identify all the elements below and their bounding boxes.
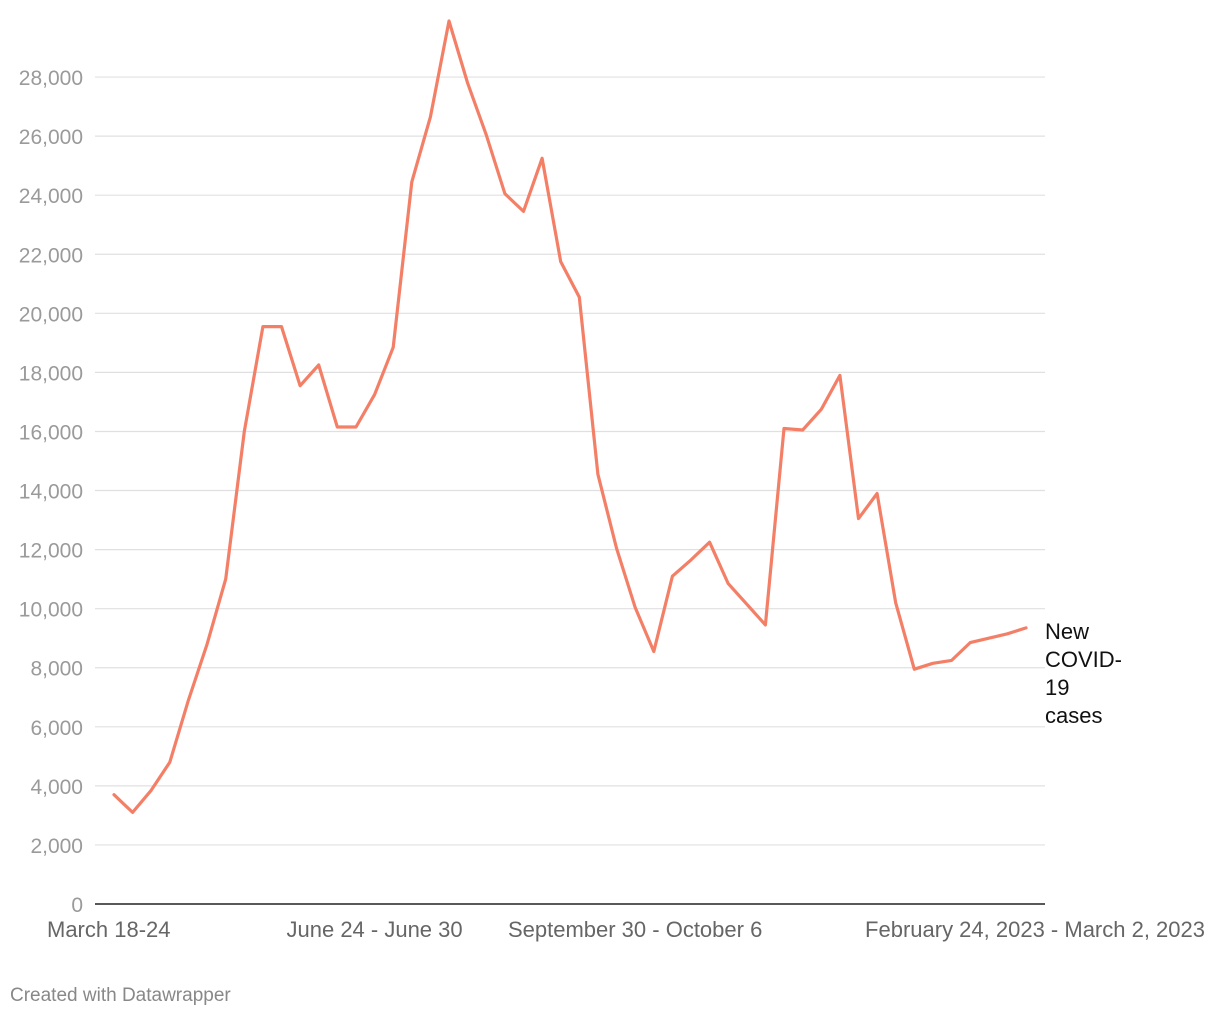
y-tick-label: 20,000 — [19, 303, 83, 326]
y-tick-label: 4,000 — [30, 776, 83, 799]
y-tick-label: 2,000 — [30, 835, 83, 858]
series-line-new-covid-19-cases — [112, 19, 1028, 815]
y-tick-label: 0 — [71, 894, 83, 917]
x-axis-tick-labels: March 18-24 June 24 - June 30 September 30… — [47, 917, 1205, 942]
y-tick-label: 10,000 — [19, 599, 83, 622]
series-label: New — [1045, 619, 1089, 644]
y-tick-label: 22,000 — [19, 244, 83, 267]
y-tick-label: 26,000 — [19, 126, 83, 149]
x-tick-label: February 24, 2023 - March 2, 2023 — [865, 917, 1205, 942]
y-tick-label: 8,000 — [30, 658, 83, 681]
y-tick-label: 16,000 — [19, 421, 83, 444]
series-label: cases — [1045, 703, 1102, 728]
y-tick-label: 28,000 — [19, 67, 83, 90]
series-label: COVID- — [1045, 647, 1122, 672]
y-axis-tick-labels: 0 2,000 4,000 6,000 8,000 10,000 12,000 14,000 1… — [19, 67, 83, 917]
series-label-layer: New COVID- 19 cases — [1045, 619, 1122, 728]
y-tick-label: 24,000 — [19, 185, 83, 208]
credit-text: Created with Datawrapper — [10, 985, 231, 1006]
x-tick-label: March 18-24 — [47, 917, 171, 942]
x-tick-label: June 24 - June 30 — [287, 917, 463, 942]
y-tick-label: 14,000 — [19, 481, 83, 504]
series-layer — [112, 19, 1028, 815]
y-tick-label: 12,000 — [19, 540, 83, 563]
gridlines — [95, 76, 1045, 846]
y-tick-label: 6,000 — [30, 717, 83, 740]
series-label: 19 — [1045, 675, 1069, 700]
x-tick-label: September 30 - October 6 — [508, 917, 762, 942]
y-tick-label: 18,000 — [19, 362, 83, 385]
